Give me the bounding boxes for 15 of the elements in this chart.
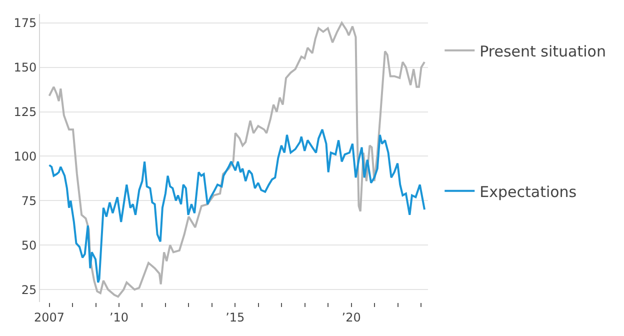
x-tick-label: ’20 <box>342 310 361 324</box>
legend-label: Expectations <box>480 182 577 201</box>
x-tick-label: 2007 <box>34 310 65 324</box>
y-tick-label: 125 <box>14 104 37 119</box>
x-tick-label: ’15 <box>226 310 245 324</box>
y-tick-label: 25 <box>21 282 37 297</box>
legend-label: Present situation <box>480 42 606 60</box>
line-series <box>48 128 426 284</box>
y-tick-label: 75 <box>21 194 37 208</box>
line-series <box>48 22 426 298</box>
y-tick-label: 175 <box>14 16 37 30</box>
y-tick-label: 50 <box>21 238 37 252</box>
x-tick-label: ’10 <box>109 310 129 324</box>
y-tick-label: 100 <box>14 149 37 164</box>
y-tick-label: 150 <box>14 60 37 75</box>
